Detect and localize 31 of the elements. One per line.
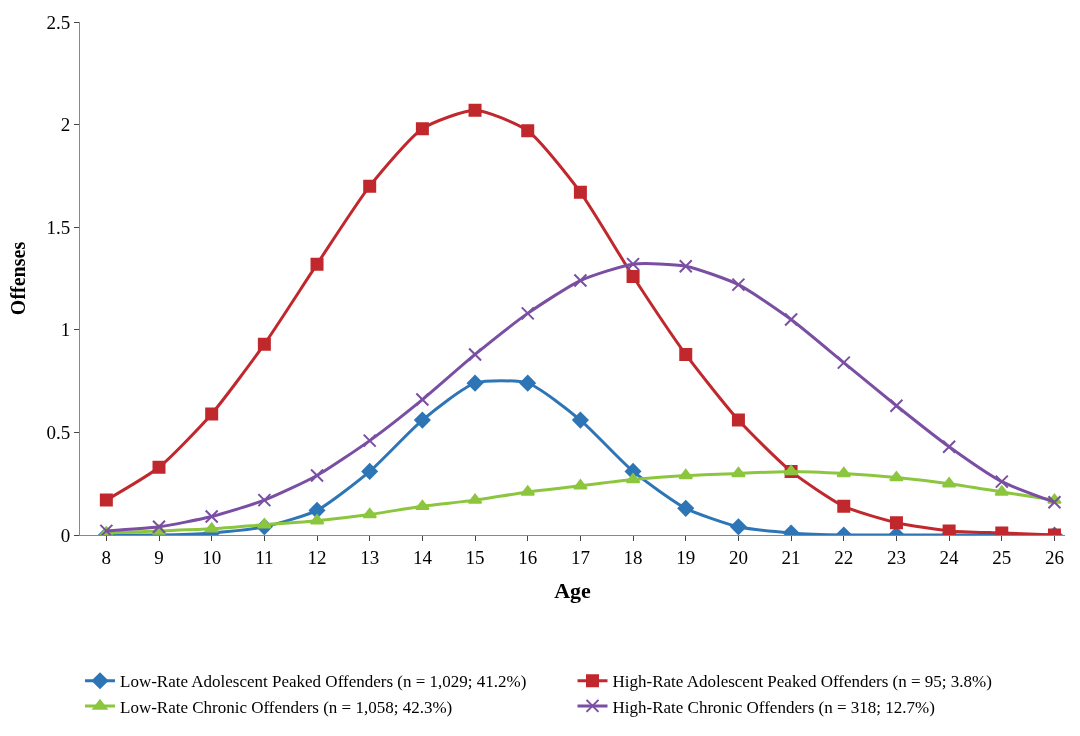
- legend-label: Low-Rate Chronic Offenders (n = 1,058; 42.3%): [120, 697, 453, 717]
- x-tick-label: 19: [676, 546, 696, 568]
- x-tick-label: 13: [360, 546, 380, 568]
- x-tick-label: 25: [992, 546, 1012, 568]
- x-tick-label: 21: [781, 546, 801, 568]
- x-tick-label: 24: [939, 546, 960, 568]
- x-tick-label: 12: [307, 546, 327, 568]
- x-tick-label: 14: [412, 546, 433, 568]
- x-tick-label: 11: [255, 546, 274, 568]
- legend-label: High-Rate Adolescent Peaked Offenders (n = 95; 3.8%): [612, 672, 992, 692]
- y-tick-label: 1: [60, 319, 71, 341]
- x-tick-label: 10: [202, 546, 222, 568]
- x-tick-label: 26: [1044, 546, 1064, 568]
- x-tick-label: 17: [570, 546, 590, 568]
- y-tick-label: 2.5: [46, 11, 71, 33]
- y-tick-label: 2: [60, 114, 71, 136]
- y-tick-label: 1.5: [46, 216, 71, 238]
- x-tick-label: 22: [834, 546, 854, 568]
- y-axis-title: Offenses: [6, 241, 29, 316]
- y-tick-label: 0: [60, 524, 71, 546]
- x-tick-label: 18: [623, 546, 643, 568]
- x-tick-label: 23: [886, 546, 906, 568]
- legend-label: High-Rate Chronic Offenders (n = 318; 12.7%): [612, 697, 935, 717]
- x-tick-label: 8: [101, 546, 112, 568]
- x-axis-title: Age: [554, 577, 592, 603]
- x-tick-label: 16: [518, 546, 538, 568]
- y-tick-label: 0.5: [46, 422, 71, 444]
- x-tick-label: 20: [728, 546, 748, 568]
- legend-label: Low-Rate Adolescent Peaked Offenders (n = 1,029; 41.2%): [120, 672, 527, 692]
- x-tick-label: 9: [154, 546, 164, 568]
- x-tick-label: 15: [465, 546, 485, 568]
